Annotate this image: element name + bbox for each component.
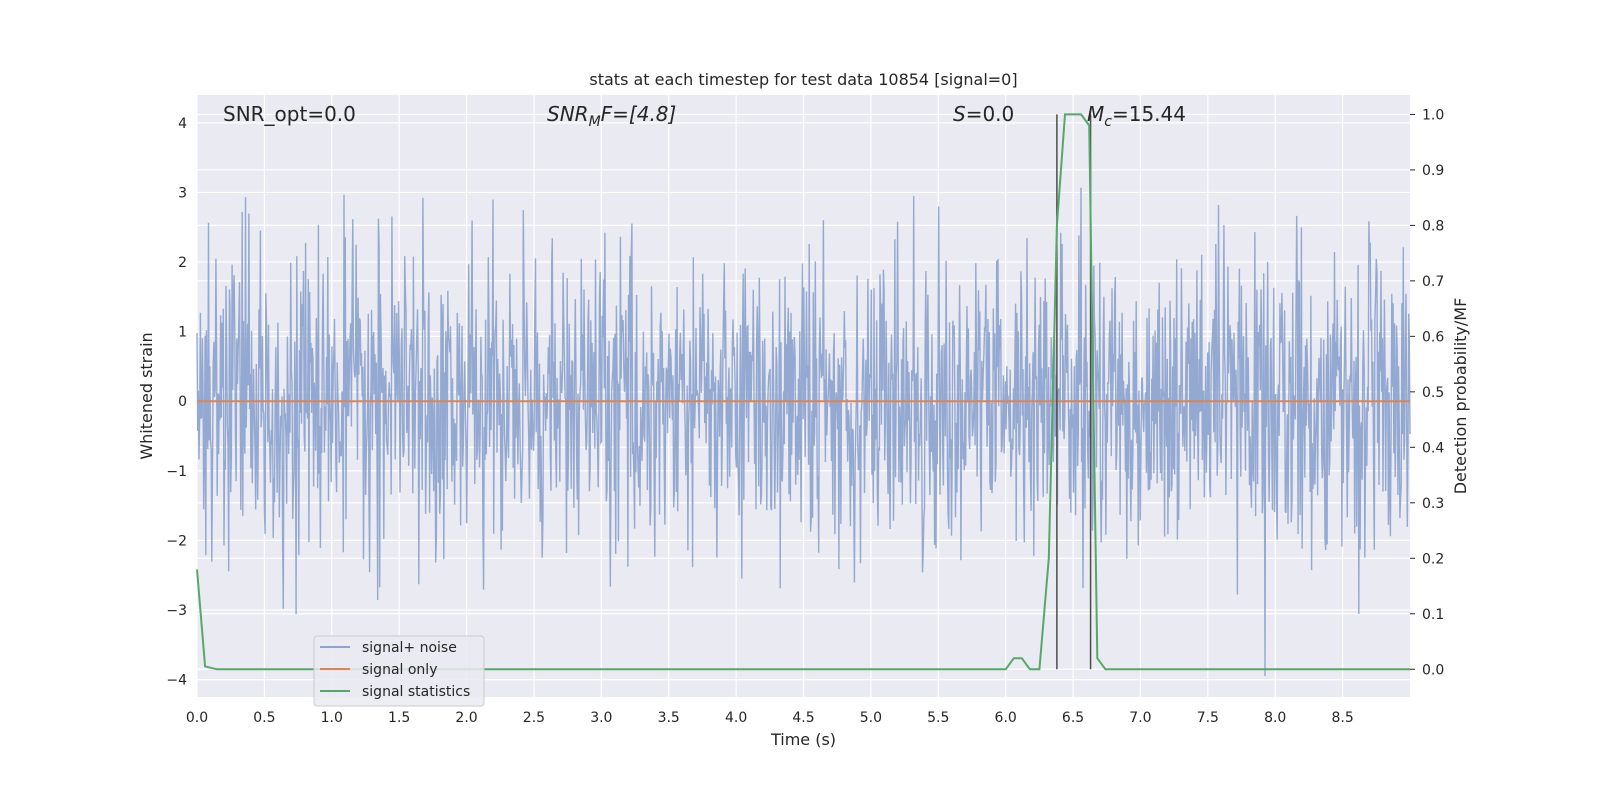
- snr-mf-sub: M: [589, 114, 601, 130]
- x-ticks: 0.0 0.5 1.0 1.5 2.0 2.5 3.0 3.5 4.0 4.5 5.0 5.5 6.0 6…: [186, 710, 1354, 726]
- s-rest: =0.0: [966, 102, 1015, 126]
- y-tick-label: 2: [178, 255, 187, 271]
- y-axis-label-right: Detection probability/MF: [1451, 298, 1470, 495]
- y-tick-label: −4: [166, 673, 187, 689]
- x-tick-label: 8.0: [1264, 710, 1286, 726]
- x-tick-label: 4.5: [792, 710, 814, 726]
- x-tick-label: 0.5: [253, 710, 275, 726]
- x-tick-label: 0.0: [186, 710, 208, 726]
- y-right-tick-label: 0.8: [1422, 218, 1444, 234]
- x-tick-label: 3.0: [590, 710, 612, 726]
- x-tick-label: 3.5: [658, 710, 680, 726]
- y-tick-label: 0: [178, 394, 187, 410]
- annotation-s: S=0.0: [953, 102, 1014, 126]
- x-tick-label: 8.5: [1331, 710, 1353, 726]
- x-tick-label: 6.5: [1062, 710, 1084, 726]
- x-tick-label: 2.0: [455, 710, 477, 726]
- x-tick-label: 6.0: [995, 710, 1017, 726]
- legend-label-noise: signal+ noise: [362, 640, 457, 656]
- y-right-tick-label: 0.5: [1422, 385, 1444, 401]
- y-ticks-left: −4 −3 −2 −1 0 1 2 3 4: [166, 116, 187, 689]
- legend-label-signal-statistics: signal statistics: [362, 684, 470, 700]
- y-right-tick-label: 0.7: [1422, 274, 1444, 290]
- y-axis-label: Whitened strain: [137, 332, 156, 459]
- y-right-tick-label: 1.0: [1422, 107, 1444, 123]
- snr-mf-rest: F=[4.8]: [601, 102, 677, 126]
- legend-label-signal-only: signal only: [362, 662, 437, 678]
- snr-mf-main: SNR: [547, 102, 589, 126]
- mc-rest: =15.44: [1112, 102, 1186, 126]
- y-right-tick-label: 0.0: [1422, 662, 1444, 678]
- y-right-tick-label: 0.4: [1422, 440, 1444, 456]
- x-axis-label: Time (s): [770, 730, 836, 749]
- annotation-mc: Mc=15.44: [1087, 102, 1186, 130]
- chart-title: stats at each timestep for test data 108…: [589, 70, 1017, 89]
- y-tick-label: 1: [178, 325, 187, 341]
- y-right-tick-label: 0.9: [1422, 163, 1444, 179]
- y-tick-label: −3: [166, 603, 187, 619]
- y-ticks-right: 0.0 0.1 0.2 0.3 0.4 0.5 0.6 0.7 0.8 0.9 1.0: [1410, 107, 1444, 678]
- y-right-tick-label: 0.2: [1422, 551, 1444, 567]
- y-tick-label: −2: [166, 533, 187, 549]
- mc-main: M: [1087, 102, 1104, 126]
- annotation-snr-mf: SNRMF=[4.8]: [547, 102, 676, 130]
- y-right-tick-label: 0.6: [1422, 329, 1444, 345]
- y-right-tick-label: 0.3: [1422, 496, 1444, 512]
- x-tick-label: 1.5: [388, 710, 410, 726]
- x-tick-label: 5.0: [860, 710, 882, 726]
- y-tick-label: 3: [178, 185, 187, 201]
- x-tick-label: 1.0: [321, 710, 343, 726]
- legend: signal+ noise signal only signal statist…: [314, 636, 484, 706]
- x-tick-label: 2.5: [523, 710, 545, 726]
- x-tick-label: 4.0: [725, 710, 747, 726]
- x-tick-label: 5.5: [927, 710, 949, 726]
- x-tick-label: 7.0: [1129, 710, 1151, 726]
- annotation-snr-opt: SNR_opt=0.0: [223, 102, 356, 126]
- s-main: S: [953, 102, 966, 126]
- y-right-tick-label: 0.1: [1422, 607, 1444, 623]
- x-tick-label: 7.5: [1197, 710, 1219, 726]
- y-tick-label: 4: [178, 116, 187, 132]
- y-tick-label: −1: [166, 464, 187, 480]
